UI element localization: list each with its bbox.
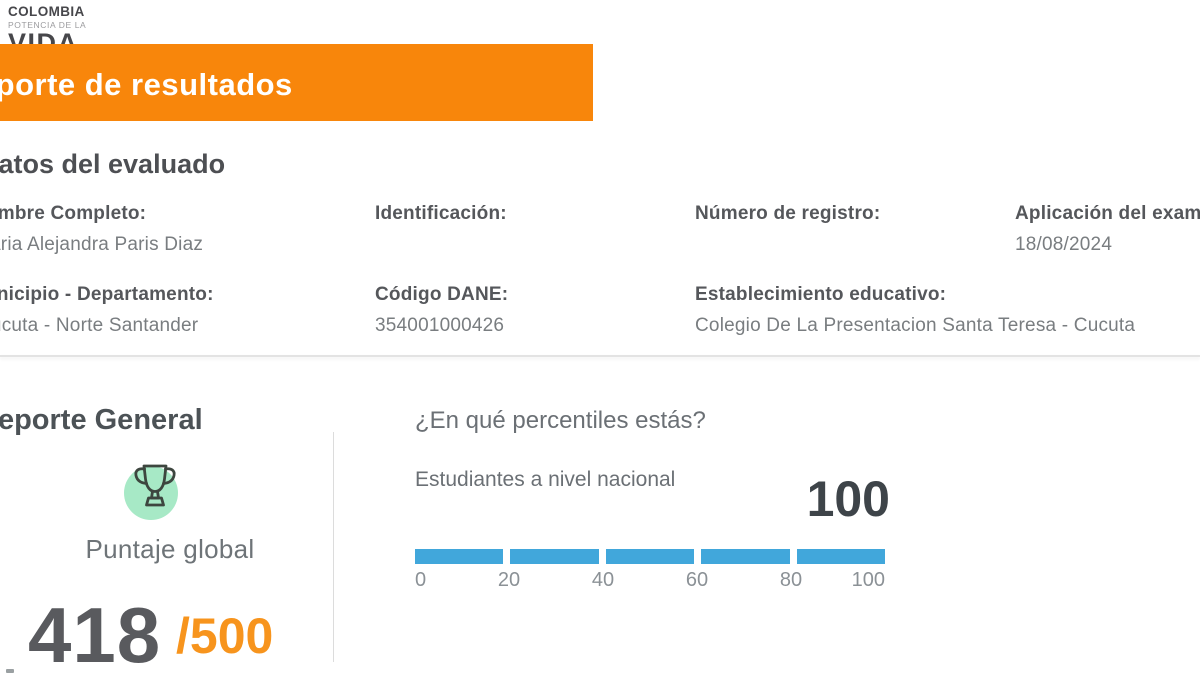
percentile-bar-segment: [510, 549, 599, 564]
evaluated-section-title: Datos del evaluado: [0, 149, 226, 179]
percentile-bar-segment: [605, 549, 695, 564]
general-report-title: Reporte General: [0, 404, 203, 436]
field-label-dane: Código DANE:: [375, 284, 509, 305]
percentile-bar: [415, 549, 886, 564]
global-score-label: Puntaje global: [85, 534, 255, 564]
field-label-aplicacion: Aplicación del examen:: [1015, 203, 1200, 224]
percentile-bar-segment: [796, 549, 886, 564]
report-title-banner: [0, 44, 593, 121]
axis-tick-80: 80: [779, 569, 803, 591]
axis-tick-40: 40: [591, 569, 615, 591]
field-value-dane: 354001000426: [375, 315, 505, 336]
percentiles-group-label: Estudiantes a nivel nacional: [415, 468, 676, 491]
cropped-element-fragment: [6, 669, 14, 673]
field-value-nombre: Maria Alejandra Paris Diaz: [0, 234, 204, 255]
axis-tick-0: 0: [415, 569, 427, 591]
field-value-establecimiento: Colegio De La Presentacion Santa Teresa …: [695, 315, 1136, 336]
field-label-registro: Número de registro:: [695, 203, 881, 224]
percentile-value: 100: [806, 471, 890, 527]
field-value-aplicacion: 18/08/2024: [1015, 234, 1113, 255]
field-label-establecimiento: Establecimiento educativo:: [695, 284, 947, 305]
field-label-nombre: Nombre Completo:: [0, 203, 147, 224]
global-score-value: 418: [28, 591, 162, 675]
field-value-municipio: Cucuta - Norte Santander: [0, 315, 199, 336]
trophy-icon: [134, 464, 176, 507]
percentiles-question: ¿En qué percentiles estás?: [415, 407, 706, 434]
axis-tick-60: 60: [685, 569, 709, 591]
logo-line-potencia: POTENCIA DE LA: [8, 19, 87, 30]
section-divider: [0, 355, 1200, 357]
axis-tick-20: 20: [497, 569, 521, 591]
field-label-identificacion: Identificación:: [375, 203, 507, 224]
report-title: Reporte de resultados: [0, 67, 293, 102]
percentile-bar-segment: [415, 549, 504, 564]
field-label-municipio: Municipio - Departamento:: [0, 284, 214, 305]
percentile-bar-segment: [701, 549, 790, 564]
logo-line-colombia: COLOMBIA: [8, 4, 85, 19]
vertical-divider: [333, 432, 334, 662]
global-score-max: /500: [176, 608, 274, 664]
axis-tick-100: 100: [851, 569, 885, 591]
